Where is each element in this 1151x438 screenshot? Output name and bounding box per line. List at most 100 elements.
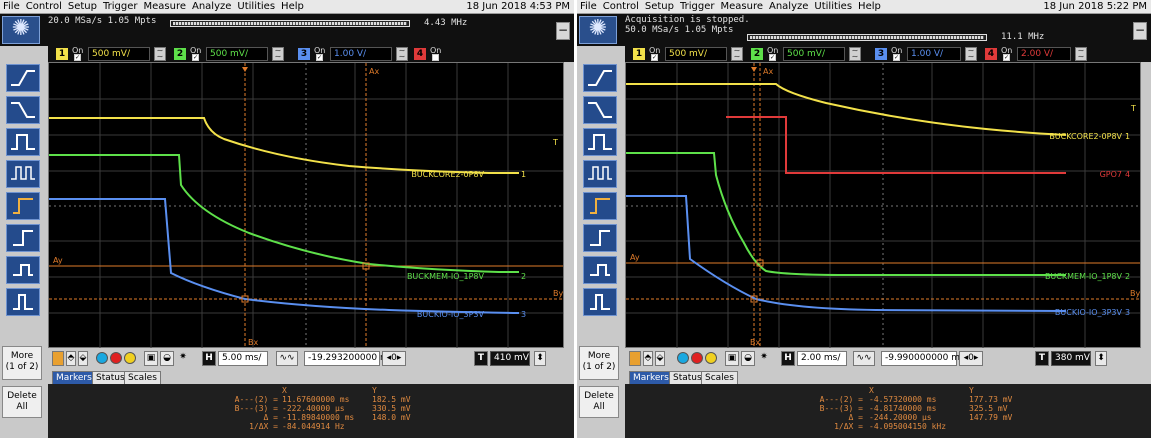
pattern-trigger-icon[interactable] [6, 160, 40, 188]
channel-4-checkbox[interactable]: ✓ [1003, 54, 1010, 61]
waveform-display[interactable]: BUCKCORE2-0P8V 1 BUCKMEM-IO_1P8V 2 BUCKI… [48, 62, 564, 349]
channel-2-wave-icon[interactable]: ∼ ∼ [272, 47, 284, 61]
brightness-icon[interactable]: ✷ [760, 352, 768, 362]
channel-1-checkbox[interactable]: ✓ [651, 54, 658, 61]
trigger-level-stepper[interactable]: ⬍ [534, 351, 546, 366]
delay-stepper[interactable]: ◂0▸ [382, 351, 406, 366]
channel-2-badge[interactable]: 2 [174, 48, 186, 60]
channel-4-checkbox[interactable] [432, 54, 439, 61]
channel-1-scale[interactable]: 500 mV/ [88, 47, 150, 61]
runt-trigger-icon[interactable] [6, 288, 40, 316]
channel-2-scale[interactable]: 500 mV/ [206, 47, 268, 61]
tab-scales[interactable]: Scales [701, 371, 738, 384]
menu-help[interactable]: Help [281, 1, 304, 12]
waveform-display[interactable]: BUCKCORE2-0P8V 1 GPO7 4 BUCKMEM-IO_1P8V … [625, 62, 1141, 349]
delay-stepper[interactable]: ◂0▸ [959, 351, 983, 366]
menu-analyze[interactable]: Analyze [769, 1, 809, 12]
channel-4-badge[interactable]: 4 [414, 48, 426, 60]
menu-utilities[interactable]: Utilities [237, 1, 276, 12]
probe-icon[interactable] [52, 351, 64, 366]
run-stop-icon[interactable]: ✺ [579, 16, 617, 44]
menu-measure[interactable]: Measure [720, 1, 764, 12]
timebase-field[interactable]: 5.00 ms/ [218, 351, 268, 366]
delete-all-button[interactable]: Delete All [579, 386, 619, 418]
tab-markers[interactable]: Markers [52, 371, 96, 384]
rising-edge-trigger-icon[interactable] [583, 64, 617, 92]
trigger-level-field[interactable]: 380 mV [1051, 351, 1091, 366]
channel-2-wave-icon[interactable]: ∼ ∼ [849, 47, 861, 61]
minimize-button[interactable]: − [556, 22, 570, 40]
channel-1-badge[interactable]: 1 [56, 48, 68, 60]
rising-edge-trigger-icon[interactable] [6, 64, 40, 92]
tab-markers[interactable]: Markers [629, 371, 673, 384]
channel-3-checkbox[interactable]: ✓ [893, 54, 900, 61]
single-icon[interactable] [705, 352, 717, 364]
channel-4-badge[interactable]: 4 [985, 48, 997, 60]
transition-trigger-icon[interactable] [583, 224, 617, 252]
more-button[interactable]: More (1 of 2) [579, 346, 619, 380]
trigger-level-field[interactable]: 410 mV [490, 351, 530, 366]
setup-hold-trigger-icon[interactable] [583, 192, 617, 220]
probe-icon[interactable] [629, 351, 641, 366]
menu-file[interactable]: File [580, 1, 597, 12]
pattern-trigger-icon[interactable] [583, 160, 617, 188]
channel-1-badge[interactable]: 1 [633, 48, 645, 60]
single-icon[interactable] [124, 352, 136, 364]
channel-2-badge[interactable]: 2 [751, 48, 763, 60]
print-icon[interactable]: ◒ [741, 351, 755, 366]
record-icon[interactable] [110, 352, 122, 364]
menu-help[interactable]: Help [858, 1, 881, 12]
pulse-width-trigger-icon[interactable] [6, 128, 40, 156]
autoscale-icon[interactable] [96, 352, 108, 364]
menu-control[interactable]: Control [602, 1, 639, 12]
channel-3-scale[interactable]: 1.00 V/ [330, 47, 392, 61]
trigger-level-stepper[interactable]: ⬍ [1095, 351, 1107, 366]
channel-1-wave-icon[interactable]: ∼ ∼ [731, 47, 743, 61]
scroll-down-icon[interactable]: ⬙ [655, 351, 665, 366]
delay-field[interactable]: -19.293200000 ms [304, 351, 393, 366]
channel-1-checkbox[interactable]: ✓ [74, 54, 81, 61]
print-icon[interactable]: ◒ [160, 351, 174, 366]
menu-control[interactable]: Control [25, 1, 62, 12]
channel-3-wave-icon[interactable]: ∼ ∼ [965, 47, 977, 61]
channel-3-wave-icon[interactable]: ∼ ∼ [396, 47, 408, 61]
window-trigger-icon[interactable] [6, 256, 40, 284]
zoom-icon[interactable]: ∿∿ [276, 351, 298, 366]
transition-trigger-icon[interactable] [6, 224, 40, 252]
scroll-down-icon[interactable]: ⬙ [78, 351, 88, 366]
setup-hold-trigger-icon[interactable] [6, 192, 40, 220]
record-icon[interactable] [691, 352, 703, 364]
menu-analyze[interactable]: Analyze [192, 1, 232, 12]
menu-setup[interactable]: Setup [644, 1, 674, 12]
tab-scales[interactable]: Scales [124, 371, 161, 384]
channel-1-wave-icon[interactable]: ∼ ∼ [154, 47, 166, 61]
window-trigger-icon[interactable] [583, 256, 617, 284]
timebase-field[interactable]: 2.00 ms/ [797, 351, 847, 366]
channel-2-scale[interactable]: 500 mV/ [783, 47, 845, 61]
zoom-icon[interactable]: ∿∿ [853, 351, 875, 366]
autoscale-icon[interactable] [677, 352, 689, 364]
channel-4-wave-icon[interactable]: ∼ ∼ [1075, 47, 1087, 61]
more-button[interactable]: More (1 of 2) [2, 346, 42, 380]
menu-measure[interactable]: Measure [143, 1, 187, 12]
pulse-width-trigger-icon[interactable] [583, 128, 617, 156]
channel-4-scale[interactable]: 2.00 V/ [1017, 47, 1071, 61]
delete-all-button[interactable]: Delete All [2, 386, 42, 418]
menu-utilities[interactable]: Utilities [814, 1, 853, 12]
channel-1-scale[interactable]: 500 mV/ [665, 47, 727, 61]
falling-edge-trigger-icon[interactable] [6, 96, 40, 124]
menu-file[interactable]: File [3, 1, 20, 12]
channel-3-badge[interactable]: 3 [875, 48, 887, 60]
channel-3-scale[interactable]: 1.00 V/ [907, 47, 961, 61]
scroll-up-icon[interactable]: ⬘ [66, 351, 76, 366]
channel-2-checkbox[interactable]: ✓ [769, 54, 776, 61]
channel-3-badge[interactable]: 3 [298, 48, 310, 60]
run-stop-icon[interactable]: ✺ [2, 16, 40, 44]
screenshot-icon[interactable]: ▣ [144, 351, 158, 366]
menu-trigger[interactable]: Trigger [680, 1, 715, 12]
screenshot-icon[interactable]: ▣ [725, 351, 739, 366]
menu-setup[interactable]: Setup [67, 1, 97, 12]
runt-trigger-icon[interactable] [583, 288, 617, 316]
channel-2-checkbox[interactable]: ✓ [192, 54, 199, 61]
scroll-up-icon[interactable]: ⬘ [643, 351, 653, 366]
